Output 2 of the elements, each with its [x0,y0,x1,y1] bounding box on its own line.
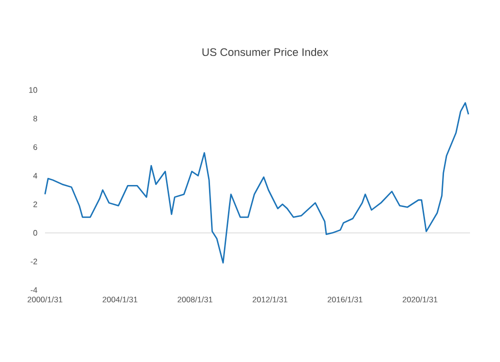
line-series [44,102,470,264]
chart-title: US Consumer Price Index [202,48,328,56]
